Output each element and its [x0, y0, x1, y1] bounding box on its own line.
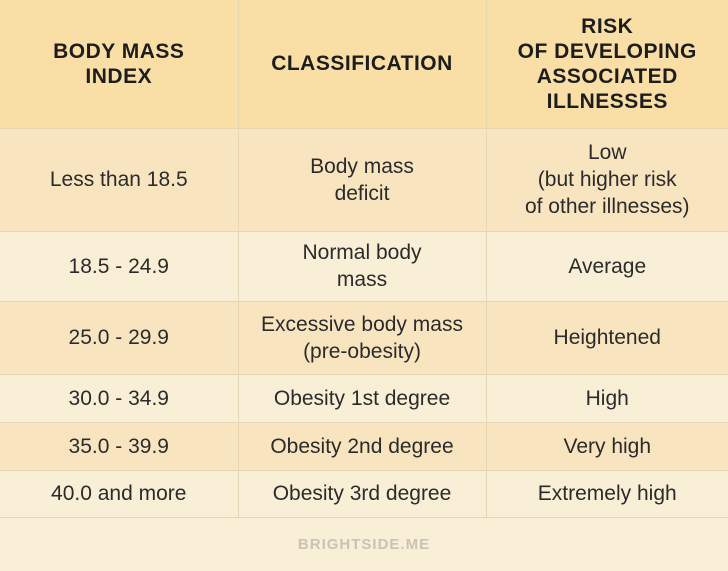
bmi-table: BODY MASS INDEX CLASSIFICATION RISK OF D…	[0, 0, 728, 518]
bmi-range-cell: Less than 18.5	[0, 128, 239, 232]
bmi-range-cell: 18.5 - 24.9	[0, 231, 239, 302]
bmi-range-cell: 30.0 - 34.9	[0, 374, 239, 423]
bmi-range-cell: 35.0 - 39.9	[0, 422, 239, 471]
table-row: 35.0 - 39.9 Obesity 2nd degree Very high	[0, 422, 728, 471]
risk-cell: Extremely high	[486, 470, 728, 518]
table-row: Less than 18.5 Body mass deficit Low (bu…	[0, 128, 728, 232]
bmi-range-cell: 40.0 and more	[0, 470, 239, 518]
table-row: 25.0 - 29.9 Excessive body mass (pre-obe…	[0, 301, 728, 375]
header-classification: CLASSIFICATION	[238, 0, 487, 129]
table-row: 30.0 - 34.9 Obesity 1st degree High	[0, 374, 728, 423]
classification-cell: Body mass deficit	[238, 128, 487, 232]
table-row: 40.0 and more Obesity 3rd degree Extreme…	[0, 470, 728, 518]
header-bmi: BODY MASS INDEX	[0, 0, 239, 129]
brand-watermark: BRIGHTSIDE.ME	[297, 536, 431, 553]
risk-cell: Heightened	[486, 301, 728, 375]
table-row: 18.5 - 24.9 Normal body mass Average	[0, 231, 728, 302]
risk-cell: Very high	[486, 422, 728, 471]
bmi-range-cell: 25.0 - 29.9	[0, 301, 239, 375]
risk-cell: Average	[486, 231, 728, 302]
classification-cell: Obesity 2nd degree	[238, 422, 487, 471]
risk-cell: Low (but higher risk of other illnesses)	[486, 128, 728, 232]
classification-cell: Excessive body mass (pre-obesity)	[238, 301, 487, 375]
risk-cell: High	[486, 374, 728, 423]
classification-cell: Normal body mass	[238, 231, 487, 302]
table-header-row: BODY MASS INDEX CLASSIFICATION RISK OF D…	[0, 0, 728, 129]
header-risk: RISK OF DEVELOPING ASSOCIATED ILLNESSES	[486, 0, 728, 129]
classification-cell: Obesity 3rd degree	[238, 470, 487, 518]
footer: BRIGHTSIDE.ME	[0, 517, 728, 571]
classification-cell: Obesity 1st degree	[238, 374, 487, 423]
